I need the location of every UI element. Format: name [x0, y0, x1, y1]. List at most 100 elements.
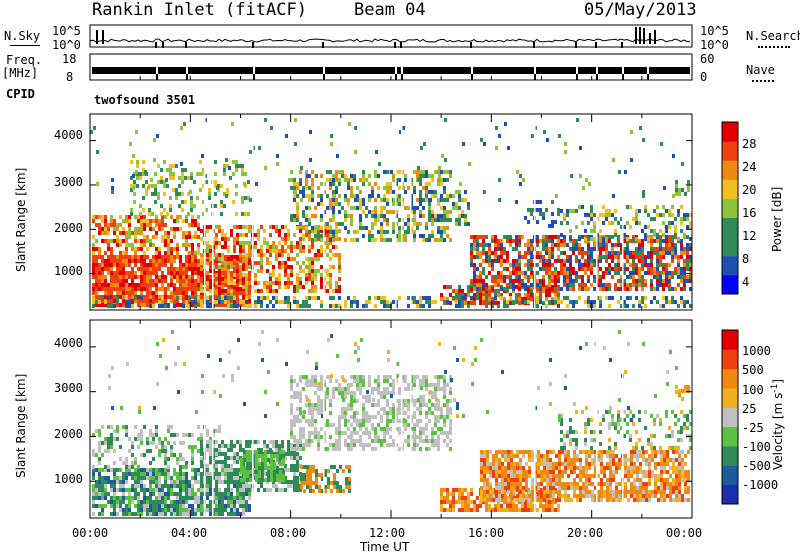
power-cell	[611, 247, 614, 251]
power-cell	[257, 253, 260, 257]
velocity-cell	[92, 476, 95, 480]
velocity-cell	[386, 399, 389, 403]
power-cell	[194, 259, 197, 263]
power-cell	[230, 233, 233, 237]
velocity-cell	[350, 443, 353, 447]
power-cell	[527, 220, 530, 224]
power-cell	[179, 303, 182, 307]
velocity-cell	[389, 407, 392, 411]
power-cell	[98, 267, 101, 271]
power-cell	[476, 275, 479, 279]
power-cell	[128, 291, 131, 295]
power-cell	[302, 304, 305, 308]
velocity-cell	[383, 395, 386, 399]
power-cell	[173, 259, 176, 263]
power-cell	[137, 227, 140, 231]
power-cell	[530, 283, 533, 287]
power-cell	[191, 255, 194, 259]
power-cell	[389, 238, 392, 242]
power-cell	[176, 267, 179, 271]
power-cell	[473, 243, 476, 247]
power-cell	[446, 234, 449, 238]
velocity-cell	[107, 468, 110, 472]
power-cell	[662, 304, 665, 308]
power-cell	[179, 259, 182, 263]
power-cell	[539, 287, 542, 291]
power-cell	[572, 283, 575, 287]
power-cell	[164, 223, 167, 227]
velocity-cell	[314, 435, 317, 439]
power-cell	[356, 206, 359, 210]
power-cell	[317, 202, 320, 206]
velocity-cell	[419, 383, 422, 387]
power-cell	[281, 253, 284, 257]
power-cell	[498, 178, 501, 182]
velocity-cell	[279, 454, 282, 458]
velocity-cell	[341, 375, 344, 379]
power-cell	[566, 267, 569, 271]
velocity-cell	[282, 450, 285, 454]
power-cell	[386, 202, 389, 206]
velocity-cell	[170, 504, 173, 508]
velocity-cell	[296, 452, 299, 456]
power-cell	[515, 285, 518, 289]
power-cell	[464, 296, 467, 300]
power-cell	[590, 237, 593, 241]
power-cell	[578, 237, 581, 241]
power-cell	[185, 287, 188, 291]
power-cell	[419, 222, 422, 226]
velocity-cell	[338, 443, 341, 447]
velocity-cell	[317, 411, 320, 415]
power-cell	[443, 190, 446, 194]
power-cell	[419, 198, 422, 202]
power-cell	[185, 291, 188, 295]
power-cell	[422, 198, 425, 202]
power-cell	[500, 255, 503, 259]
power-cell	[302, 237, 305, 241]
power-cell	[140, 279, 143, 283]
power-cell	[248, 291, 251, 295]
velocity-cell	[158, 453, 161, 457]
power-cell	[272, 269, 275, 273]
power-cell	[593, 304, 596, 308]
power-cell	[470, 279, 473, 283]
power-cell	[278, 241, 281, 245]
power-cell	[419, 190, 422, 194]
power-cell	[95, 287, 98, 291]
velocity-cell	[290, 468, 293, 472]
power-cell	[503, 287, 506, 291]
velocity-cell	[416, 419, 419, 423]
velocity-cell	[413, 431, 416, 435]
power-cell	[133, 192, 136, 196]
power-cell	[500, 243, 503, 247]
velocity-cell	[110, 441, 113, 445]
power-cell	[245, 277, 248, 281]
velocity-cell	[255, 454, 258, 458]
power-cell	[248, 271, 251, 275]
power-cell	[142, 196, 145, 200]
velocity-cell	[284, 488, 287, 492]
velocity-cell	[230, 440, 233, 444]
power-cell	[311, 198, 314, 202]
power-cell	[617, 221, 620, 225]
power-cell	[170, 279, 173, 283]
power-cell	[134, 271, 137, 275]
power-cell	[431, 230, 434, 234]
power-cell	[470, 259, 473, 263]
power-cell	[485, 235, 488, 239]
power-cell	[407, 222, 410, 226]
velocity-cell	[299, 444, 302, 448]
velocity-cell	[161, 508, 164, 512]
velocity-cell	[149, 484, 152, 488]
velocity-cell	[437, 407, 440, 411]
power-cell	[671, 296, 674, 300]
power-cell	[95, 275, 98, 279]
power-cell	[179, 227, 182, 231]
power-cell	[191, 223, 194, 227]
velocity-cell	[308, 423, 311, 427]
power-cell	[554, 267, 557, 271]
power-cell	[614, 209, 617, 213]
power-cell	[119, 243, 122, 247]
velocity-cell	[152, 441, 155, 445]
power-cell	[338, 289, 341, 293]
